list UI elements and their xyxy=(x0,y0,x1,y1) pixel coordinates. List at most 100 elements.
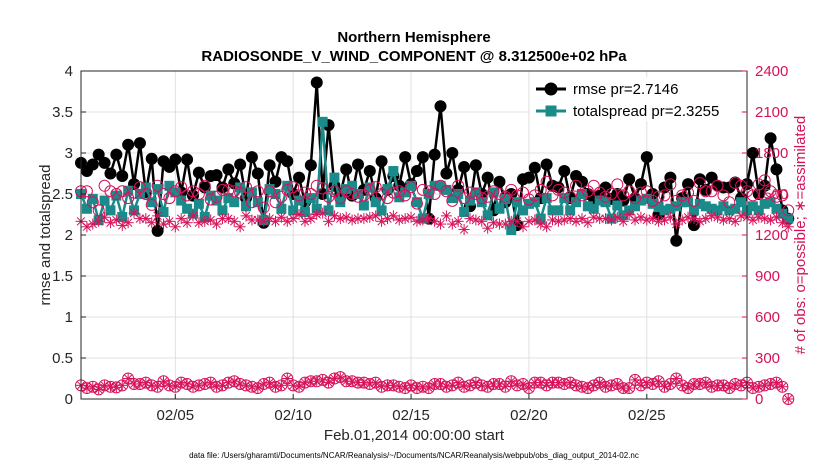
obs-assimilated-point xyxy=(435,218,447,230)
totalspread-point xyxy=(747,201,758,212)
totalspread-point xyxy=(99,195,110,206)
obs-bottom-assimilated-point xyxy=(624,383,635,394)
totalspread-point xyxy=(594,195,605,206)
totalspread-point xyxy=(323,205,334,216)
y-tick-label: 0.5 xyxy=(52,350,73,367)
legend-spread-label: totalspread pr=2.3255 xyxy=(573,103,719,120)
rmse-point xyxy=(304,159,317,172)
obs-possible-point xyxy=(210,190,223,203)
totalspread-point xyxy=(688,205,699,216)
obs-possible-point xyxy=(776,189,789,202)
totalspread-point xyxy=(665,203,676,214)
totalspread-point xyxy=(659,205,670,216)
obs-assimilated-point xyxy=(529,214,541,226)
x-tick-label: 02/10 xyxy=(274,407,312,424)
obs-assimilated-point xyxy=(122,217,134,229)
totalspread-point xyxy=(712,205,723,216)
obs-bottom-assimilated-point xyxy=(576,381,587,392)
totalspread-point xyxy=(370,197,381,208)
totalspread-point xyxy=(335,197,346,208)
obs-bottom-assimilated-point xyxy=(500,381,511,392)
rmse-point xyxy=(122,138,135,151)
rmse-point xyxy=(216,181,229,194)
totalspread-point xyxy=(500,193,511,204)
y-tick-label: 0 xyxy=(65,391,73,408)
totalspread-point xyxy=(588,203,599,214)
obs-possible-point xyxy=(310,179,323,192)
rmse-point xyxy=(599,181,612,194)
rmse-point xyxy=(234,158,247,171)
totalspread-point xyxy=(170,187,181,198)
obs-possible-point xyxy=(257,201,270,214)
obs-possible-point xyxy=(440,185,453,198)
totalspread-point xyxy=(388,166,399,177)
obs-bottom-assimilated-point xyxy=(146,380,157,391)
obs-possible-point xyxy=(564,190,577,203)
obs-possible-point xyxy=(287,181,300,194)
obs-bottom-assimilated-point xyxy=(276,380,287,391)
obs-assimilated-point xyxy=(706,210,718,222)
totalspread-point xyxy=(635,195,646,206)
y2-tick-label: 600 xyxy=(755,309,780,326)
totalspread-point xyxy=(182,203,193,214)
obs-possible-point xyxy=(422,185,435,198)
obs-bottom-assimilated-point xyxy=(205,377,216,388)
obs-possible-point xyxy=(493,188,506,200)
totalspread-point xyxy=(506,225,517,236)
rmse-point xyxy=(770,163,783,176)
obs-bottom-assimilated-point xyxy=(759,380,770,391)
y-axis-label: rmse and totalspread xyxy=(37,165,54,306)
obs-assimilated-point xyxy=(181,217,193,229)
totalspread-point xyxy=(146,197,157,208)
obs-possible-point xyxy=(487,185,500,198)
obs-bottom-assimilated-point xyxy=(223,377,234,388)
totalspread-point xyxy=(523,198,534,209)
y-tick-label: 1 xyxy=(65,309,73,326)
rmse-point xyxy=(410,165,423,178)
obs-possible-point xyxy=(157,188,170,200)
totalspread-point xyxy=(724,205,735,216)
totalspread-point xyxy=(152,184,163,195)
totalspread-point xyxy=(771,203,782,214)
obs-possible-point xyxy=(699,185,712,198)
rmse-point xyxy=(440,167,453,180)
totalspread-point xyxy=(476,197,487,208)
rmse-point xyxy=(522,171,535,184)
rmse-point xyxy=(104,167,117,180)
obs-bottom-assimilated-point xyxy=(117,380,128,391)
rmse-point xyxy=(86,158,99,171)
totalspread-point xyxy=(111,190,122,201)
obs-possible-point xyxy=(729,177,742,190)
totalspread-point xyxy=(305,193,316,204)
rmse-point xyxy=(133,137,146,150)
totalspread-point xyxy=(512,197,523,208)
obs-bottom-possible-point xyxy=(275,379,288,392)
totalspread-point xyxy=(276,203,287,214)
rmse-point xyxy=(293,171,306,184)
obs-bottom-possible-point xyxy=(782,393,795,405)
y-tick-label: 2.5 xyxy=(52,186,73,203)
totalspread-point xyxy=(394,192,405,203)
obs-assimilated-point xyxy=(611,211,623,223)
x-tick-label: 02/25 xyxy=(628,407,666,424)
totalspread-point xyxy=(653,202,664,213)
rmse-point xyxy=(281,155,294,168)
obs-possible-point xyxy=(676,189,689,202)
obs-assimilated-point xyxy=(470,214,482,226)
totalspread-point xyxy=(229,197,240,208)
totalspread-point xyxy=(612,200,623,211)
obs-assimilated-point xyxy=(576,213,588,225)
y2-axis-label: # of obs: o=possible; ∗=assimilated xyxy=(792,116,809,355)
obs-bottom-possible-point xyxy=(281,372,294,385)
totalspread-point xyxy=(282,180,293,191)
totalspread-point xyxy=(783,213,794,224)
obs-possible-point xyxy=(145,198,158,211)
obs-possible-point xyxy=(340,185,353,198)
obs-possible-point xyxy=(251,185,264,198)
totalspread-point xyxy=(777,208,788,219)
obs-possible-point xyxy=(405,181,418,194)
obs-possible-point xyxy=(599,190,612,203)
obs-possible-point xyxy=(452,179,465,192)
totalspread-point xyxy=(753,205,764,216)
totalspread-point xyxy=(453,189,464,199)
